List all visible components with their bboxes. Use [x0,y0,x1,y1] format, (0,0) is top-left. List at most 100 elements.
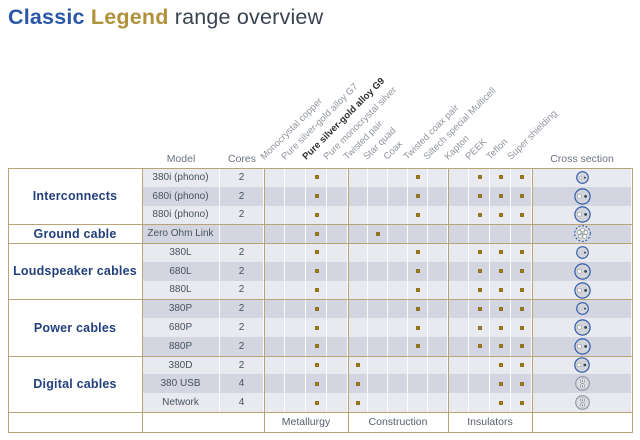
cross-section-icon [532,262,632,281]
grid-line-horizontal [8,355,633,357]
attr-cell [285,205,306,225]
attr-cell [408,393,428,412]
model-cell: 680L [142,261,220,281]
attr-cell [408,355,428,375]
attr-cell [327,318,348,337]
attr-cell [285,186,306,206]
attr-cell [327,224,348,244]
attr-cell [327,280,348,300]
attr-cell [348,299,368,319]
attr-cell [285,318,306,337]
cores-cell: 2 [220,280,264,300]
feature-dot [314,363,319,368]
grid-line-horizontal [8,224,633,226]
cross-section-icon [532,187,632,206]
attr-cell [511,224,532,244]
feature-dot [519,344,524,349]
cross-section-icon [532,224,632,243]
attr-cell [428,299,448,319]
feature-dot [477,175,482,180]
cores-cell: 2 [220,186,264,206]
attr-cell [285,393,306,412]
model-cell: 380D [142,355,220,375]
attr-cell [428,186,448,206]
feature-dot [498,344,503,349]
feature-dot [477,212,482,217]
attr-cell [428,336,448,356]
model-cell: 380L [142,243,220,262]
feature-dot [477,288,482,292]
footer-empty-cell [142,412,264,432]
feature-dot [519,194,524,199]
attr-cell [327,299,348,319]
attr-cell [408,224,428,244]
attr-cell [264,168,285,187]
cross-section-icon [532,374,632,393]
feature-dot [314,212,319,217]
attr-cell [428,243,448,262]
group-label: Power cables [33,320,117,335]
cross-section-icon [532,318,632,337]
feature-dot [314,175,319,180]
attr-cell [448,243,469,262]
attr-cell [264,243,285,262]
group-label: Interconnects [32,189,118,204]
attr-cell [348,261,368,281]
attr-cell [368,186,388,206]
attr-cell [368,168,388,187]
feature-dot [477,325,482,330]
attr-cell [285,168,306,187]
attr-cell [348,318,368,337]
attr-cell [388,336,408,356]
attr-cell [428,393,448,412]
feature-dot [519,175,524,180]
attr-cell [285,224,306,244]
attr-cell [368,355,388,375]
attr-cell [327,168,348,187]
group-cell: Loudspeaker cables [8,243,142,300]
attr-cell [348,205,368,225]
feature-dot [314,325,319,330]
cores-cell: 2 [220,168,264,187]
cross-section-icon [532,299,632,318]
attr-cell [408,374,428,394]
attr-cell [448,280,469,300]
model-cell: 880P [142,336,220,356]
attr-cell [469,393,490,412]
attr-cell [388,261,408,281]
footer-empty-cell [532,412,632,432]
attr-cell [448,186,469,206]
attr-cell [388,393,408,412]
attr-cell [368,243,388,262]
feature-dot [498,400,503,405]
feature-dot [519,381,524,386]
feature-dot [356,381,360,386]
feature-dot [314,306,319,311]
feature-dot [356,400,360,405]
attr-cell [448,374,469,394]
feature-dot [416,325,420,330]
page-title: Classic Legend range overview [8,5,323,30]
feature-dot [477,306,482,311]
cores-cell: 2 [220,261,264,281]
column-header-cross-section: Cross section [550,153,614,165]
attr-cell [285,299,306,319]
attr-cell [285,261,306,281]
attr-cell [428,168,448,187]
feature-dot [498,381,503,386]
attr-cell [264,318,285,337]
cores-cell: 4 [220,374,264,394]
attr-cell [348,186,368,206]
attr-cell [285,355,306,375]
cross-section-icon [532,337,632,356]
attr-cell [388,186,408,206]
attr-cell [264,205,285,225]
attr-cell [448,299,469,319]
column-header-model: Model [166,153,196,165]
attr-cell [327,374,348,394]
grid-line-horizontal [8,299,633,301]
attr-cell [368,336,388,356]
feature-dot [498,175,503,180]
feature-dot [356,363,360,368]
attr-cell [388,318,408,337]
